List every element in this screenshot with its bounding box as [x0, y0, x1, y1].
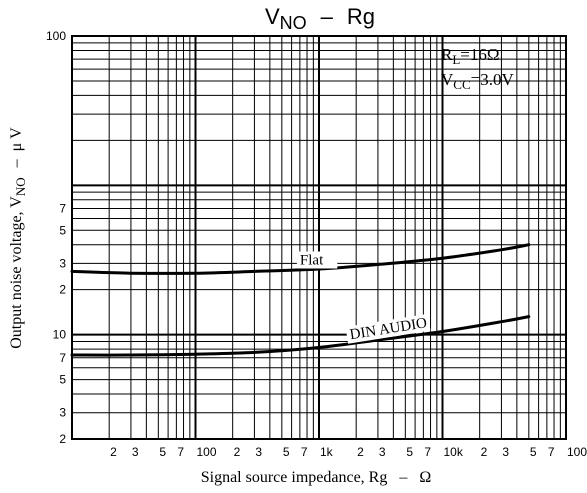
rl-subscript: L	[452, 52, 460, 67]
y-axis-label-unit: μ V	[8, 127, 25, 152]
y-axis-label-subscript: NO	[13, 177, 28, 196]
x-axis-label: Signal source impedance, Rg – Ω	[201, 469, 432, 486]
x-tick-label: 7	[548, 445, 555, 459]
rl-main: R	[441, 45, 453, 64]
flat-curve-label-background	[296, 251, 338, 269]
x-tick-label: 5	[406, 445, 413, 459]
y-tick-label: 100	[46, 29, 66, 43]
title-rg: Rg	[347, 4, 375, 29]
x-tick-label: 3	[379, 445, 386, 459]
y-tick-label: 5	[59, 223, 66, 237]
x-axis-label-dash: –	[398, 469, 408, 486]
y-axis-label: Output noise voltage, VNO – μ V	[8, 127, 28, 349]
x-tick-label: 3	[502, 445, 509, 459]
y-tick-label: 2	[59, 432, 66, 446]
y-tick-label: 2	[59, 283, 66, 297]
x-tick-label: 100k	[567, 445, 587, 459]
x-tick-label: 3	[132, 445, 139, 459]
flat-curve-label-group: Flat	[296, 251, 338, 269]
x-tick-label: 1k	[320, 445, 334, 459]
x-tick-labels: 235710023571k235710k2357100k	[110, 445, 587, 459]
y-tick-label: 10	[53, 328, 67, 342]
y-tick-label: 5	[59, 373, 66, 387]
plot-frame	[71, 35, 567, 440]
x-tick-label: 10k	[444, 445, 464, 459]
rl-value: =16Ω	[460, 45, 499, 64]
din-audio-curve-label-background	[345, 313, 431, 344]
x-tick-label: 5	[159, 445, 166, 459]
y-tick-label: 3	[59, 406, 66, 420]
x-tick-label: 2	[481, 445, 488, 459]
flat-curve	[70, 243, 531, 275]
x-tick-label: 7	[301, 445, 308, 459]
chart-title: VNO – Rg	[265, 4, 375, 33]
vcc-value: =3.0V	[471, 70, 515, 89]
condition-vcc: VCC=3.0V	[441, 70, 514, 92]
x-axis-label-text: Signal source impedance, Rg	[201, 469, 388, 486]
y-tick-label: 7	[59, 201, 66, 215]
title-v-subscript: NO	[280, 13, 307, 33]
x-tick-label: 5	[283, 445, 290, 459]
y-tick-labels: 2 3 5 7 10 2 3 5 7 100	[46, 29, 66, 446]
x-tick-label: 2	[357, 445, 364, 459]
y-axis-label-dash: –	[8, 158, 25, 168]
y-tick-label: 3	[59, 256, 66, 270]
flat-curve-label: Flat	[300, 253, 324, 269]
x-tick-label: 2	[110, 445, 117, 459]
x-tick-label: 100	[197, 445, 217, 459]
condition-rl: RL=16Ω	[441, 45, 500, 67]
grid-lines	[72, 36, 566, 439]
x-tick-label: 5	[530, 445, 537, 459]
x-tick-label: 2	[234, 445, 241, 459]
din-audio-curve	[70, 315, 531, 357]
x-axis-label-unit: Ω	[419, 469, 431, 486]
y-tick-label: 7	[59, 351, 66, 365]
x-tick-label: 7	[177, 445, 184, 459]
y-axis-label-prefix: Output noise voltage, V	[8, 196, 25, 349]
title-v: V	[265, 4, 280, 29]
vcc-subscript: CC	[453, 77, 470, 92]
vcc-main: V	[441, 70, 454, 89]
x-tick-label: 7	[424, 445, 431, 459]
x-tick-label: 3	[255, 445, 262, 459]
title-dash: –	[321, 4, 334, 29]
